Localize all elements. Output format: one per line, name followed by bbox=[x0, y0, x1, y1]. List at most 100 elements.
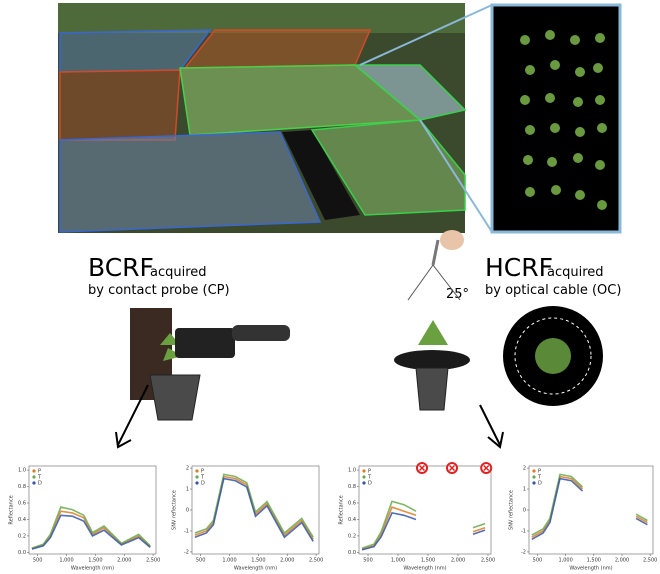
legend-label: P bbox=[538, 469, 541, 475]
acquired: acquired bbox=[150, 265, 207, 280]
probe bbox=[175, 328, 235, 358]
y-tick-label: 2 bbox=[186, 466, 189, 472]
acquired: acquired bbox=[547, 265, 604, 280]
inset-seedlings bbox=[520, 30, 607, 210]
spectrum bbox=[31, 514, 151, 550]
probe-handle bbox=[232, 325, 290, 341]
fov-cone bbox=[407, 264, 461, 301]
y-tick-label: 0.4 bbox=[348, 517, 356, 523]
legend-label: D bbox=[368, 481, 372, 487]
y-axis-label: Reflectance bbox=[339, 495, 345, 524]
y-tick-label: 1.0 bbox=[348, 468, 356, 474]
bcrf-method: by contact probe (CP) bbox=[88, 283, 230, 298]
y-tick-label: -2 bbox=[184, 549, 189, 555]
y-axis-label: Reflectance bbox=[9, 495, 15, 524]
plot-blue bbox=[59, 131, 322, 233]
y-tick-label: -1 bbox=[521, 528, 526, 534]
legend-swatch bbox=[32, 469, 36, 473]
x-tick-label: 1,000 bbox=[558, 558, 572, 564]
removed-band-cross bbox=[418, 464, 426, 472]
legend-label: T bbox=[537, 475, 542, 481]
removed-band-cross bbox=[483, 464, 490, 472]
x-tick-label: 1,000 bbox=[222, 558, 236, 564]
arrowhead bbox=[487, 431, 504, 449]
y-axis-label: SNV reflectance bbox=[172, 490, 178, 530]
y-tick-label: 0.2 bbox=[348, 533, 356, 539]
y-tick-label: -2 bbox=[521, 549, 526, 555]
plot-frame bbox=[28, 465, 157, 555]
x-tick-label: 2,000 bbox=[117, 558, 131, 564]
pot bbox=[415, 367, 449, 411]
background-trees bbox=[58, 3, 465, 33]
tray bbox=[394, 350, 470, 370]
legend-swatch bbox=[32, 481, 36, 485]
spectrum bbox=[361, 506, 486, 550]
x-tick-label: 2,500 bbox=[309, 558, 323, 564]
angle-label: 25° bbox=[446, 287, 469, 302]
spectrum bbox=[31, 506, 151, 549]
x-tick-label: 500 bbox=[533, 558, 543, 564]
spectrum bbox=[361, 511, 486, 551]
spectrum bbox=[194, 477, 314, 542]
x-tick-label: 2,500 bbox=[481, 558, 495, 564]
y-tick-label: 1.0 bbox=[18, 468, 26, 474]
x-tick-label: 1,000 bbox=[391, 558, 405, 564]
legend-swatch bbox=[362, 469, 366, 473]
legend-label: P bbox=[38, 469, 41, 475]
legend-label: D bbox=[538, 481, 542, 487]
legend-label: T bbox=[200, 475, 205, 481]
x-axis-label: Wavelength (nm) bbox=[71, 566, 114, 572]
cable bbox=[431, 239, 440, 266]
zoom-line bbox=[359, 4, 493, 66]
arrow bbox=[479, 404, 501, 446]
hand bbox=[440, 230, 464, 250]
y-tick-label: 0.0 bbox=[18, 550, 26, 556]
plot-red bbox=[183, 29, 372, 69]
y-tick-label: 0.0 bbox=[348, 550, 356, 556]
empty-tray bbox=[282, 130, 360, 220]
legend-swatch bbox=[362, 481, 366, 485]
spectrum bbox=[531, 475, 648, 538]
legend-swatch bbox=[195, 469, 199, 473]
bcrf-label: BCRF bbox=[88, 253, 154, 282]
x-tick-label: 2,500 bbox=[643, 558, 657, 564]
y-tick-label: 0.6 bbox=[18, 501, 26, 507]
x-axis-label: Wavelength (nm) bbox=[569, 566, 612, 572]
x-tick-label: 2,500 bbox=[146, 558, 160, 564]
hcrf-label: HCRF bbox=[485, 253, 553, 282]
y-tick-label: -1 bbox=[184, 528, 189, 534]
y-tick-label: 0.8 bbox=[348, 484, 356, 490]
legend-label: T bbox=[367, 475, 372, 481]
legend-swatch bbox=[362, 475, 366, 479]
plot-frame bbox=[528, 465, 654, 555]
hcrf-method: by optical cable (OC) bbox=[485, 283, 621, 298]
y-tick-label: 0.8 bbox=[18, 484, 26, 490]
x-tick-label: 1,500 bbox=[88, 558, 102, 564]
spectrum bbox=[361, 500, 486, 549]
legend-swatch bbox=[532, 481, 536, 485]
x-tick-label: 1,500 bbox=[251, 558, 265, 564]
pot bbox=[149, 374, 201, 421]
x-tick-label: 500 bbox=[33, 558, 43, 564]
y-axis-label: SNV reflectance bbox=[509, 490, 515, 530]
y-tick-label: 0 bbox=[186, 508, 189, 514]
plot-red bbox=[59, 69, 181, 141]
legend-swatch bbox=[195, 481, 199, 485]
x-tick-label: 1,500 bbox=[587, 558, 601, 564]
seedling bbox=[418, 320, 448, 345]
y-tick-label: 0.6 bbox=[348, 501, 356, 507]
removed-band-cross bbox=[448, 464, 456, 472]
spectrum bbox=[531, 477, 648, 540]
x-axis-label: Wavelength (nm) bbox=[403, 566, 446, 572]
y-tick-label: 1 bbox=[523, 487, 526, 493]
zoom-line bbox=[419, 119, 493, 233]
seedling-top bbox=[535, 338, 571, 374]
spectrum bbox=[194, 473, 314, 538]
arrow bbox=[117, 384, 149, 446]
x-tick-label: 2,000 bbox=[280, 558, 294, 564]
legend-swatch bbox=[32, 475, 36, 479]
y-tick-label: 0.2 bbox=[18, 533, 26, 539]
x-tick-label: 2,000 bbox=[451, 558, 465, 564]
y-tick-label: 1 bbox=[186, 487, 189, 493]
spectrum bbox=[531, 473, 648, 536]
